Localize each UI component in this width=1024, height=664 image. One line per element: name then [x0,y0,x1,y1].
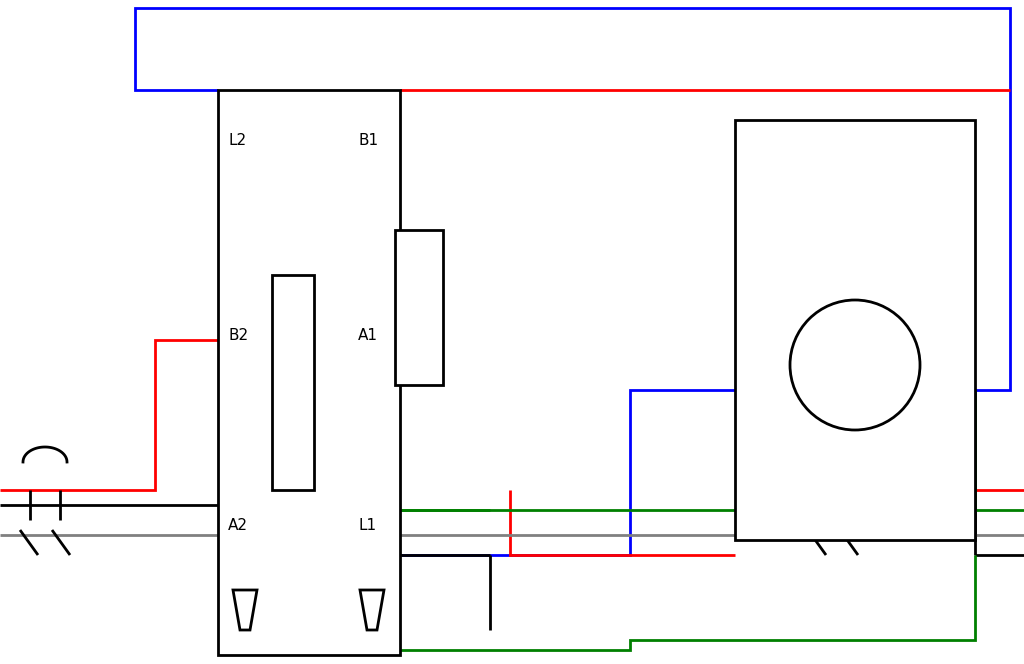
Text: L1: L1 [358,518,376,533]
Bar [395,230,443,385]
Bar [272,275,314,490]
Bar [735,120,975,540]
Polygon shape [360,590,384,630]
Text: A1: A1 [358,328,378,343]
Text: L2: L2 [228,133,246,148]
Polygon shape [233,590,257,630]
Text: B1: B1 [358,133,378,148]
Text: B2: B2 [228,328,248,343]
Bar [218,90,400,655]
Text: A2: A2 [228,518,248,533]
